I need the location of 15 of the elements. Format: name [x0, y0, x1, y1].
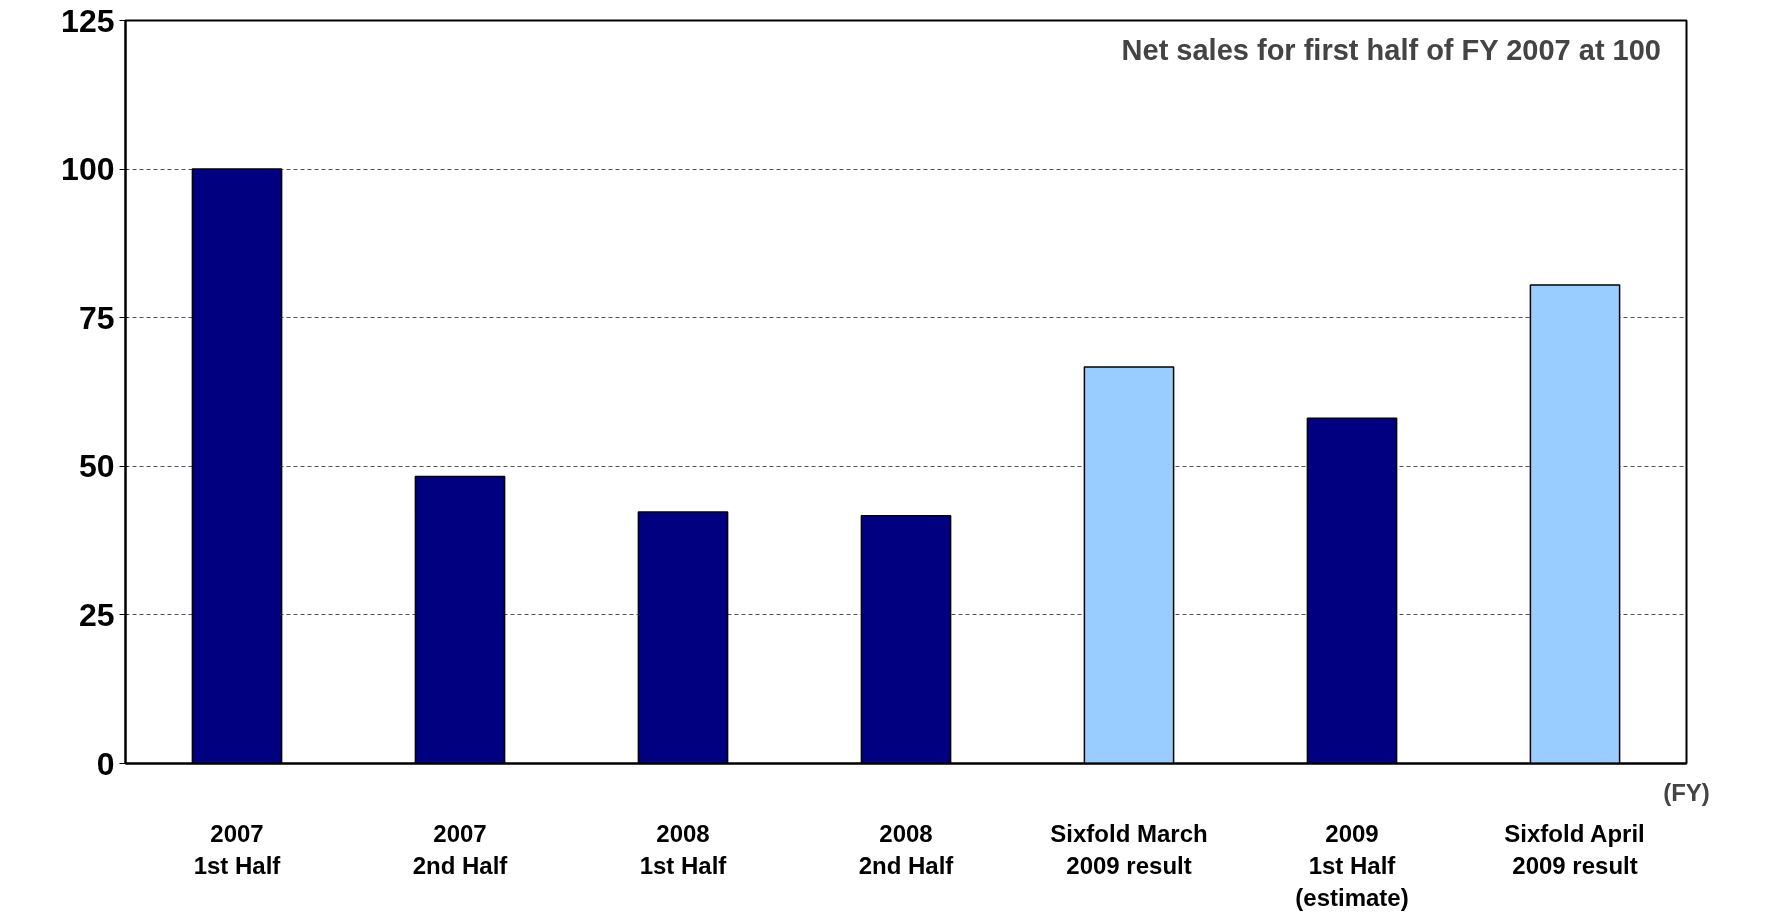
y-tick-label: 0 [96, 745, 115, 782]
x-tick-label: 2009 1st Half (estimate) [1295, 819, 1409, 912]
annotation: Net sales for first half of FY 2007 at 100 [1121, 33, 1661, 66]
x-tick-label: Sixfold April 2009 result [1504, 819, 1645, 879]
y-tick-label: 50 [78, 448, 115, 485]
y-tick-label: 100 [61, 151, 115, 188]
x-tick-label: Sixfold March 2009 result [1050, 819, 1208, 879]
y-tick-label: 75 [78, 299, 115, 336]
y-tick-label: 25 [78, 596, 115, 633]
x-tick-label: 2007 2nd Half [412, 819, 509, 879]
y-tick-label: 125 [61, 2, 115, 39]
x-axis-title: (FY) [1663, 779, 1710, 807]
x-tick-label: 2007 1st Half [193, 819, 282, 879]
x-tick-label: 2008 2nd Half [858, 819, 955, 879]
x-tick-label: 2008 1st Half [639, 819, 728, 879]
